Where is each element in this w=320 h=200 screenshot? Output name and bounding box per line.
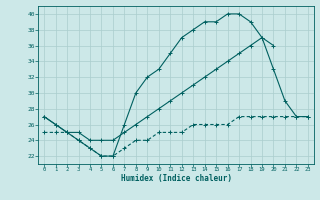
X-axis label: Humidex (Indice chaleur): Humidex (Indice chaleur) — [121, 174, 231, 183]
